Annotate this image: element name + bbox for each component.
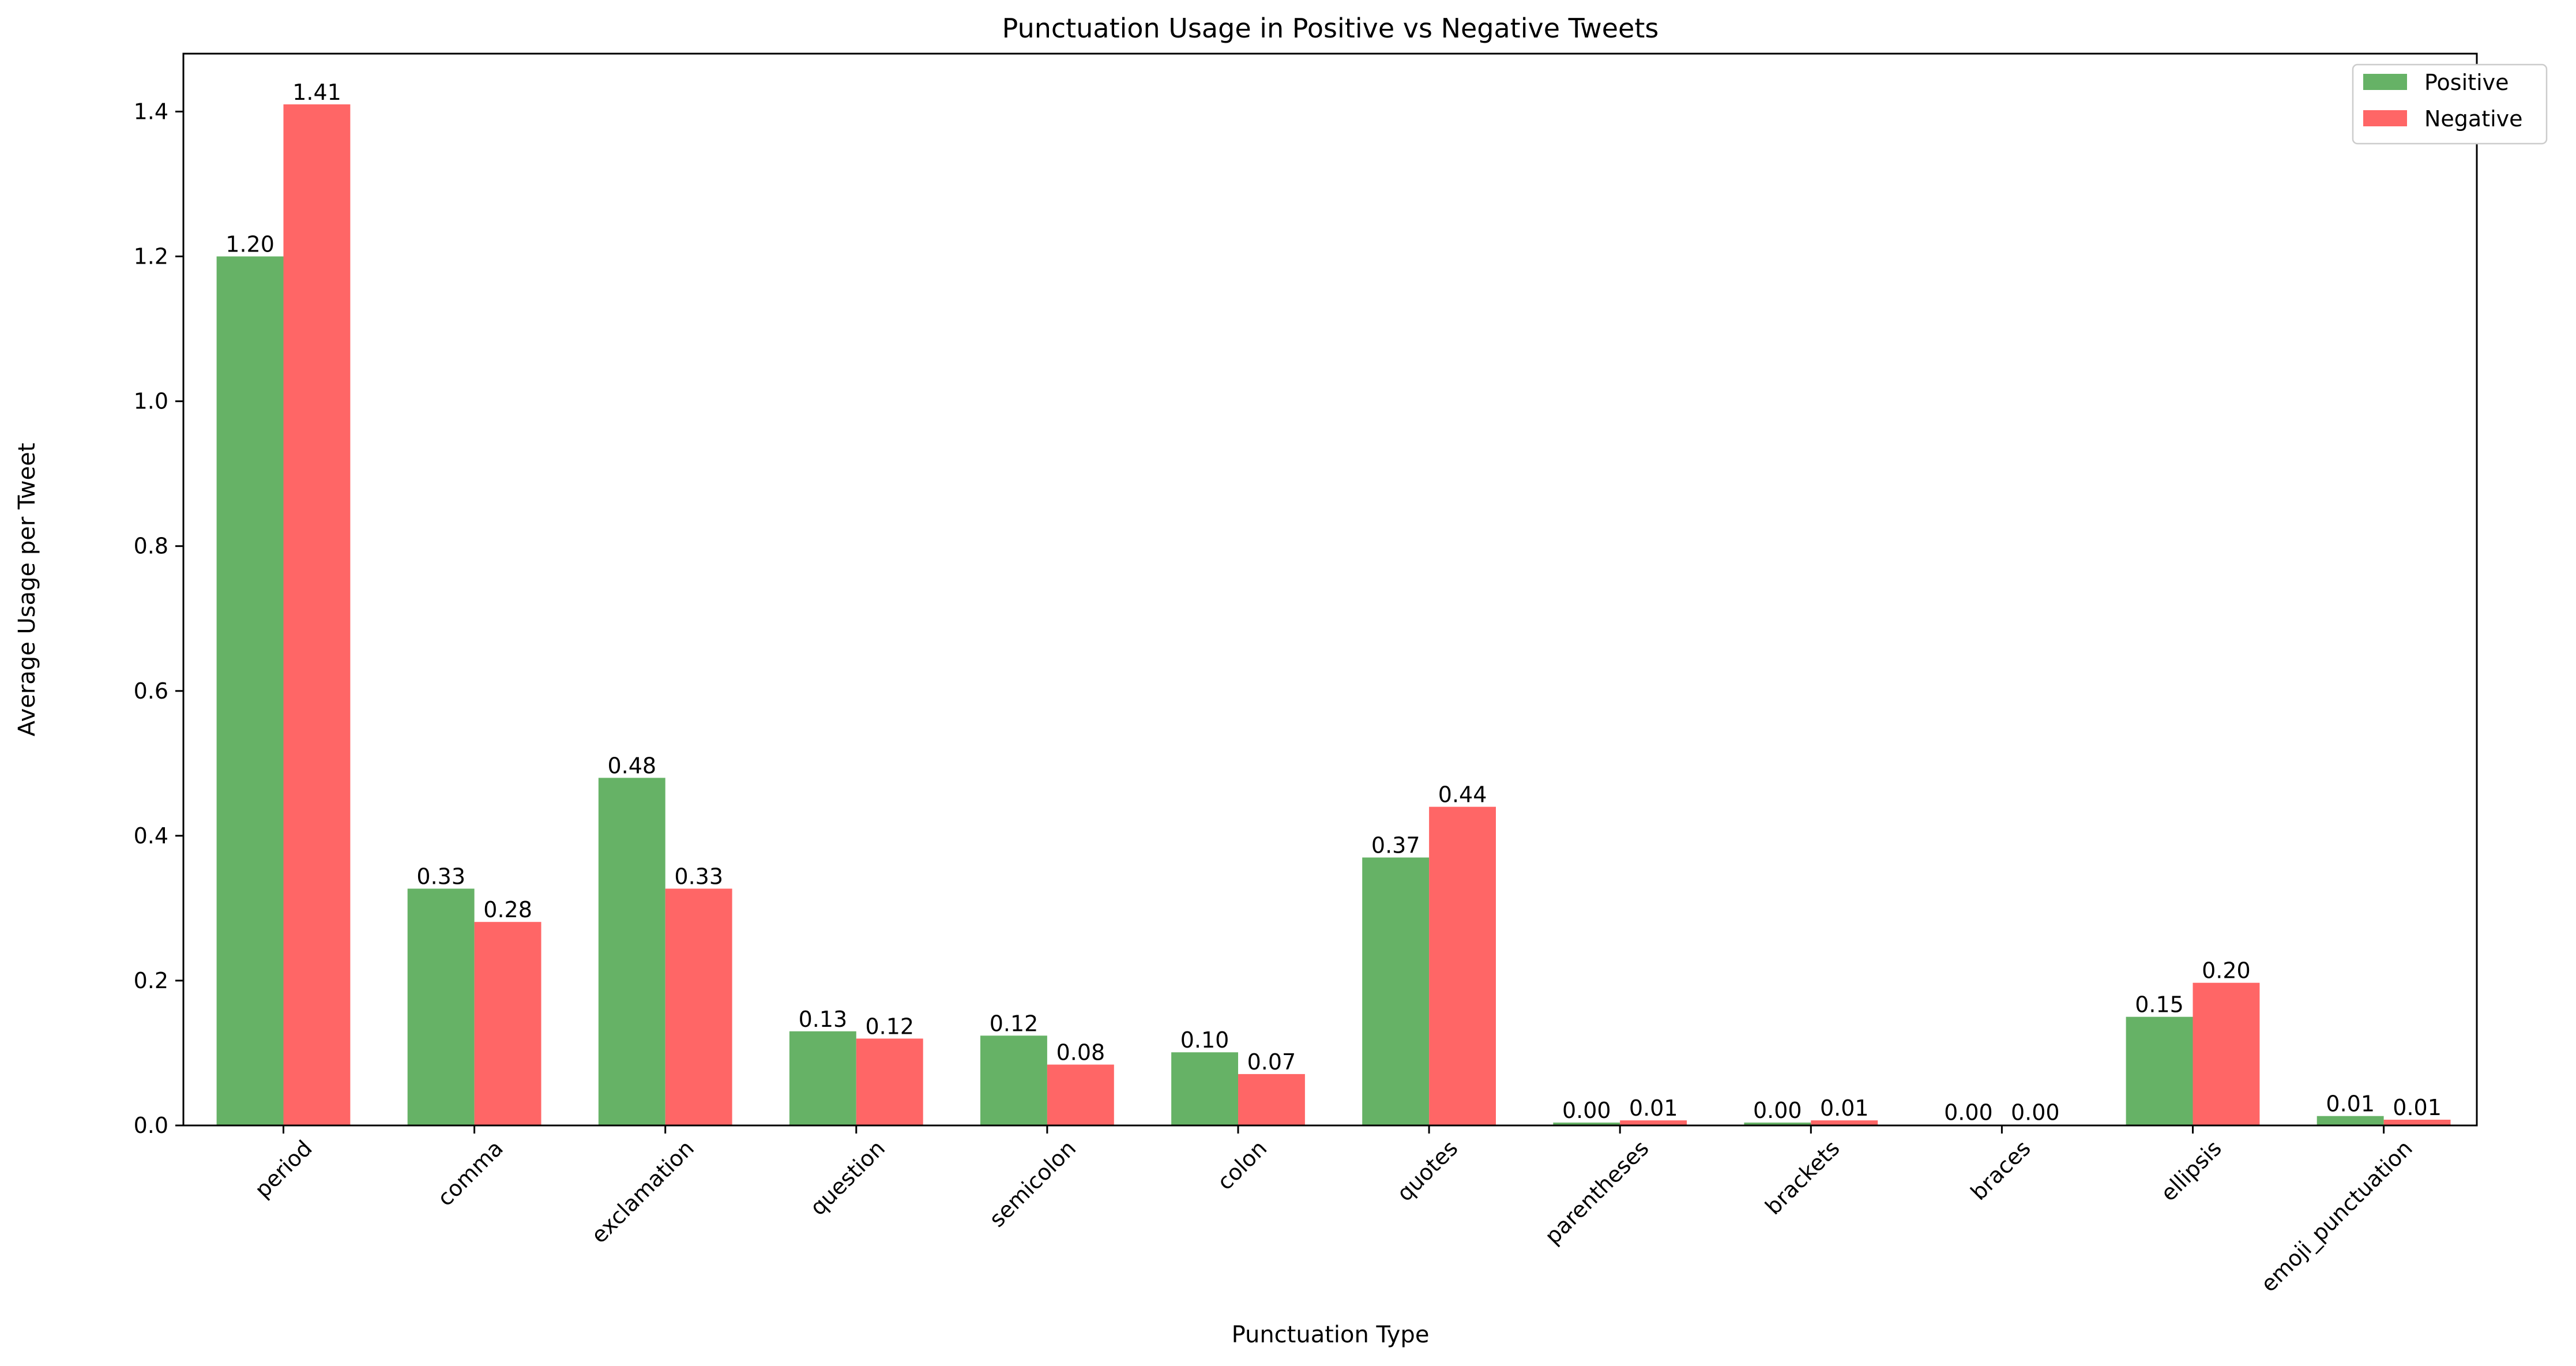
bar-value-label-positive-braces: 0.00: [1944, 1100, 1993, 1125]
bar-value-label-negative-semicolon: 0.08: [1056, 1040, 1105, 1065]
bar-negative-quotes: [1429, 806, 1496, 1125]
y-tick-label: 1.4: [134, 99, 168, 124]
bar-positive-ellipsis: [2126, 1016, 2193, 1125]
bar-negative-ellipsis: [2193, 982, 2260, 1125]
bar-positive-exclamation: [598, 778, 665, 1125]
y-axis-label: Average Usage per Tweet: [14, 443, 40, 737]
y-tick-label: 1.0: [134, 389, 168, 414]
legend-label-positive: Positive: [2424, 70, 2509, 95]
legend-swatch-positive: [2363, 74, 2407, 90]
bar-value-label-negative-brackets: 0.01: [1820, 1095, 1869, 1121]
bar-value-label-negative-parentheses: 0.01: [1629, 1095, 1678, 1121]
x-axis-label: Punctuation Type: [1232, 1322, 1430, 1348]
bar-positive-semicolon: [980, 1035, 1047, 1125]
bar-value-label-negative-exclamation: 0.33: [674, 864, 723, 890]
bar-positive-brackets: [1744, 1123, 1811, 1125]
bar-value-label-positive-parentheses: 0.00: [1562, 1098, 1611, 1123]
bar-value-label-positive-comma: 0.33: [416, 864, 465, 890]
chart-title: Punctuation Usage in Positive vs Negativ…: [1002, 13, 1659, 44]
bar-value-label-negative-ellipsis: 0.20: [2202, 958, 2251, 984]
legend-label-negative: Negative: [2424, 106, 2523, 132]
bar-negative-comma: [474, 922, 541, 1125]
plot-frame: [182, 52, 2478, 1127]
y-tick-label: 0.2: [134, 968, 168, 993]
bar-value-label-positive-ellipsis: 0.15: [2135, 992, 2184, 1018]
bar-value-label-negative-period: 1.41: [292, 80, 341, 105]
bar-value-label-negative-comma: 0.28: [483, 897, 532, 922]
y-tick-label: 0.0: [134, 1113, 168, 1138]
bar-value-label-negative-quotes: 0.44: [1438, 782, 1487, 808]
bar-value-label-positive-question: 0.13: [799, 1007, 848, 1032]
bar-negative-period: [283, 104, 351, 1125]
bar-value-label-positive-brackets: 0.00: [1753, 1098, 1802, 1123]
bar-negative-exclamation: [665, 888, 732, 1125]
bar-positive-question: [789, 1031, 856, 1125]
y-tick-label: 0.4: [134, 823, 168, 849]
bar-negative-brackets: [1811, 1120, 1878, 1125]
bar-labels-layer: 1.20 0.33 0.48 0.13 0.12 0.10 0.37 0.00 0.00 0.00…: [225, 80, 2442, 1125]
bar-value-label-positive-exclamation: 0.48: [607, 753, 656, 778]
bar-negative-emoji_punctuation: [2383, 1120, 2451, 1125]
legend-swatch-negative: [2363, 110, 2407, 126]
bar-value-label-negative-emoji_punctuation: 0.01: [2393, 1095, 2442, 1120]
bar-value-label-negative-colon: 0.07: [1247, 1049, 1296, 1075]
bar-positive-period: [216, 256, 284, 1125]
y-axis: 0.0 0.2 0.4 0.6 0.8 1.0 1.2 1.4: [134, 99, 183, 1138]
bar-positive-colon: [1171, 1052, 1238, 1125]
bar-positive-quotes: [1362, 857, 1430, 1125]
y-tick-label: 0.8: [134, 534, 168, 559]
bar-value-label-positive-colon: 0.10: [1180, 1027, 1229, 1053]
bar-value-label-positive-semicolon: 0.12: [990, 1011, 1039, 1036]
bar-positive-emoji_punctuation: [2316, 1116, 2384, 1125]
bar-value-label-negative-braces: 0.00: [2011, 1100, 2060, 1125]
y-tick-label: 0.6: [134, 678, 168, 704]
legend: Positive Negative: [2352, 63, 2548, 145]
bar-positive-parentheses: [1553, 1123, 1620, 1125]
bar-value-label-positive-quotes: 0.37: [1371, 833, 1420, 858]
bar-value-label-positive-emoji_punctuation: 0.01: [2326, 1091, 2375, 1117]
bar-negative-colon: [1238, 1074, 1305, 1125]
bar-value-label-positive-period: 1.20: [225, 232, 274, 257]
bar-negative-parentheses: [1620, 1120, 1687, 1125]
y-tick-label: 1.2: [134, 244, 168, 269]
bar-value-label-negative-question: 0.12: [865, 1014, 914, 1039]
bars-layer: [216, 104, 2451, 1125]
bar-positive-comma: [407, 888, 475, 1125]
bar-negative-semicolon: [1047, 1064, 1114, 1125]
bar-negative-question: [856, 1038, 923, 1125]
